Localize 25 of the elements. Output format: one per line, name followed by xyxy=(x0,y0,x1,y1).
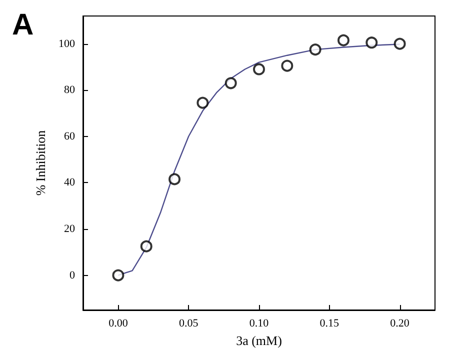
point xyxy=(253,63,265,76)
point xyxy=(224,77,237,90)
x-tick-label: 0.10 xyxy=(249,318,270,330)
y-tick-label: 60 xyxy=(64,130,76,142)
x-tick-label: 0.15 xyxy=(320,318,340,330)
y-tick-label: 100 xyxy=(58,38,76,50)
point xyxy=(309,44,322,56)
point xyxy=(168,173,181,186)
point xyxy=(112,269,124,282)
point xyxy=(394,38,406,50)
point xyxy=(337,34,350,46)
point xyxy=(196,96,209,109)
x-tick-label: 0.05 xyxy=(178,318,199,330)
point xyxy=(366,36,378,49)
y-tick-label: 20 xyxy=(64,222,76,235)
y-tick-label: 80 xyxy=(64,84,76,96)
x-tick-label: 0.20 xyxy=(390,318,410,330)
point xyxy=(140,240,152,252)
y-tick-label: 0 xyxy=(70,269,76,282)
x-tick-label: 0.00 xyxy=(108,318,128,330)
y-axis-title: % Inhibition xyxy=(33,130,48,196)
y-tick-label: 40 xyxy=(64,176,76,189)
x-axis-title: 3a (mM) xyxy=(236,333,282,348)
point xyxy=(281,60,294,72)
text: A xyxy=(12,8,34,42)
